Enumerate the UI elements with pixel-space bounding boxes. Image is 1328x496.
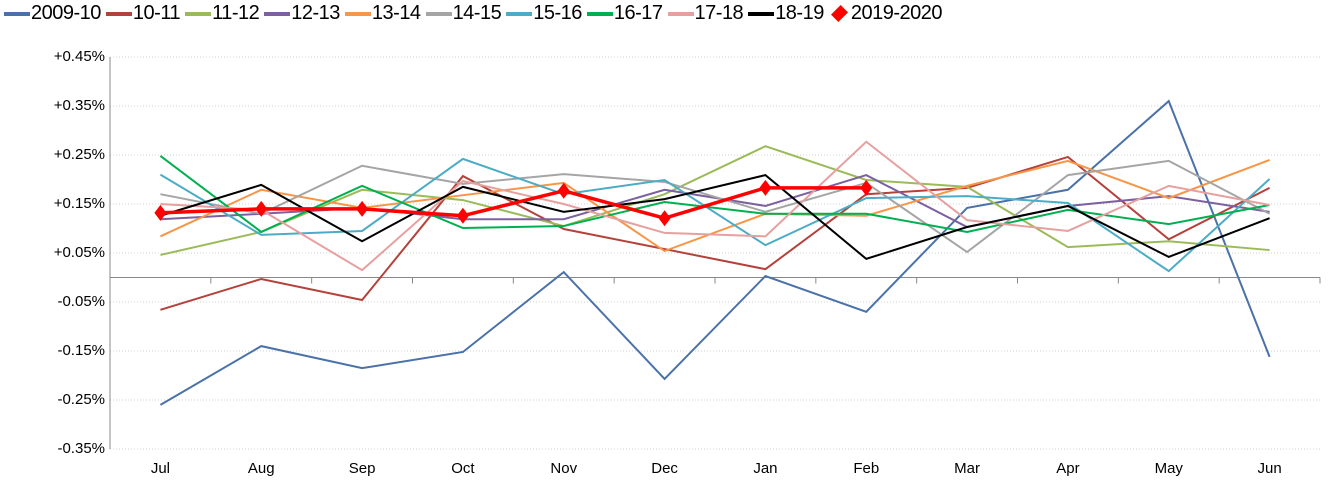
series-line	[160, 155, 1271, 311]
data-point	[255, 200, 268, 217]
legend-label: 10-11	[132, 2, 181, 24]
data-point	[557, 182, 570, 199]
y-tick-label: -0.25%	[57, 391, 105, 408]
y-tick-label: -0.15%	[57, 342, 105, 359]
legend-item: 16-17	[586, 2, 663, 25]
legend-swatch	[4, 11, 30, 16]
y-tick-label: +0.25%	[54, 146, 105, 163]
data-point	[154, 204, 167, 221]
x-tick-label: Nov	[550, 460, 577, 477]
series-line	[160, 145, 1270, 256]
data-point	[759, 179, 772, 196]
legend-label: 2019-2020	[850, 2, 943, 24]
legend-item: 12-13	[264, 2, 340, 25]
legend-item: 10-11	[105, 2, 181, 25]
legend-item: 17-18	[667, 2, 744, 25]
legend-label: 14-15	[452, 2, 502, 24]
legend-label: 18-19	[775, 2, 824, 24]
legend-item: 2009-10	[4, 2, 101, 25]
y-tick-label: -0.05%	[57, 293, 105, 310]
legend-label: 2009-10	[31, 2, 101, 24]
series-line	[159, 155, 1270, 234]
y-tick-label: +0.45%	[54, 48, 105, 65]
x-tick-label: May	[1155, 460, 1184, 477]
legend-item: 2019-2020	[829, 2, 943, 25]
x-tick-label: Jan	[753, 460, 777, 477]
legend-label: 11-12	[212, 2, 260, 24]
series-line	[160, 174, 1270, 260]
legend-swatch	[185, 11, 212, 16]
x-tick-label: Jul	[151, 460, 170, 477]
legend-swatch	[264, 11, 291, 16]
x-tick-label: Jun	[1257, 460, 1281, 477]
x-tick-label: Sep	[349, 460, 376, 477]
legend-item: 11-12	[185, 2, 260, 25]
legend-swatch	[667, 11, 694, 16]
series-line	[160, 159, 1271, 254]
series-line	[159, 99, 1271, 406]
x-tick-label: Feb	[853, 460, 879, 477]
data-point	[456, 207, 469, 224]
legend: 2009-10 10-11 11-12 12-13 13-14 14-15 15-16 16-…	[4, 2, 947, 25]
legend-swatch	[425, 11, 452, 16]
legend-item: 18-19	[748, 2, 824, 25]
legend-label: 12-13	[291, 2, 340, 24]
legend-swatch	[105, 11, 132, 16]
x-tick-label: Mar	[954, 460, 980, 477]
series-line	[160, 186, 867, 221]
legend-swatch	[344, 11, 371, 16]
x-tick-label: Apr	[1056, 460, 1079, 477]
data-point	[860, 179, 873, 196]
legend-item: 13-14	[344, 2, 421, 25]
series-line	[159, 158, 1270, 253]
x-tick-label: Oct	[451, 460, 475, 477]
x-tick-label: Dec	[651, 460, 678, 477]
data-point	[658, 210, 671, 227]
legend-label: 17-18	[694, 2, 744, 24]
x-tick-label: Aug	[248, 460, 275, 477]
y-tick-label: +0.35%	[54, 97, 105, 114]
y-tick-label: +0.05%	[54, 244, 105, 261]
legend-swatch	[506, 11, 533, 16]
y-tick-label: -0.35%	[57, 440, 105, 457]
legend-swatch	[748, 11, 775, 16]
legend-item: 15-16	[506, 2, 582, 25]
legend-swatch	[586, 11, 613, 16]
legend-label: 13-14	[371, 2, 421, 24]
legend-label: 15-16	[533, 2, 582, 24]
legend-item: 14-15	[425, 2, 502, 25]
legend-label: 16-17	[613, 2, 663, 24]
y-tick-label: +0.15%	[54, 195, 105, 212]
series-line	[160, 140, 1270, 272]
data-point	[356, 200, 369, 217]
